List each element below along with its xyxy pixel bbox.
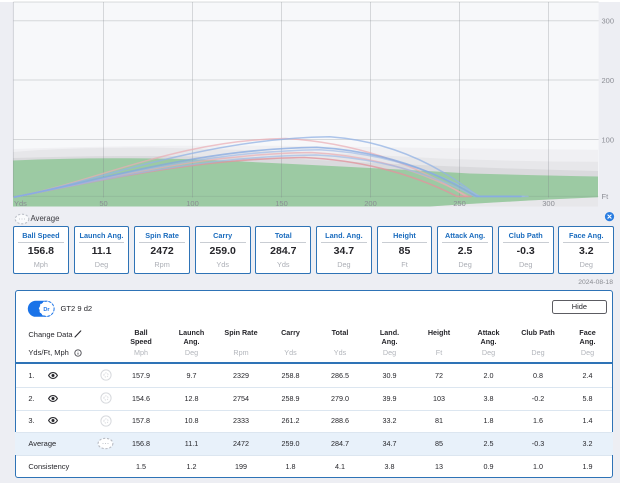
svg-text:100: 100	[602, 136, 615, 145]
svg-text:Dr: Dr	[43, 307, 50, 313]
svg-text:300: 300	[542, 199, 555, 208]
svg-text:200: 200	[602, 76, 615, 85]
svg-text:200: 200	[364, 199, 377, 208]
svg-text:Ft: Ft	[602, 192, 610, 201]
svg-text:300: 300	[602, 17, 615, 26]
svg-text:50: 50	[99, 199, 107, 208]
svg-text:250: 250	[453, 199, 466, 208]
svg-text:Yds: Yds	[14, 199, 27, 208]
svg-text:150: 150	[275, 199, 288, 208]
svg-text:100: 100	[186, 199, 199, 208]
